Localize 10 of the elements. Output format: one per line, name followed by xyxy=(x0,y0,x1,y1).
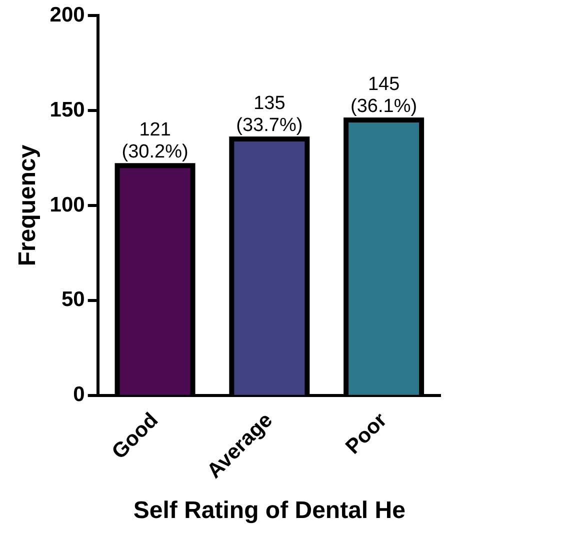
y-tick-label: 150 xyxy=(50,98,85,122)
data-label: 145 (36.1%) xyxy=(350,74,418,118)
y-axis-title: Frequency xyxy=(14,144,42,266)
y-tick-label: 200 xyxy=(50,3,85,26)
y-tick-label: 0 xyxy=(73,383,85,406)
x-axis-title: Self Rating of Dental He xyxy=(133,497,406,524)
y-tick-label: 100 xyxy=(50,193,85,216)
y-tick-label: 50 xyxy=(61,288,85,312)
data-label: 135 (33.7%) xyxy=(236,93,303,136)
data-label: 121 (30.2%) xyxy=(122,120,188,163)
